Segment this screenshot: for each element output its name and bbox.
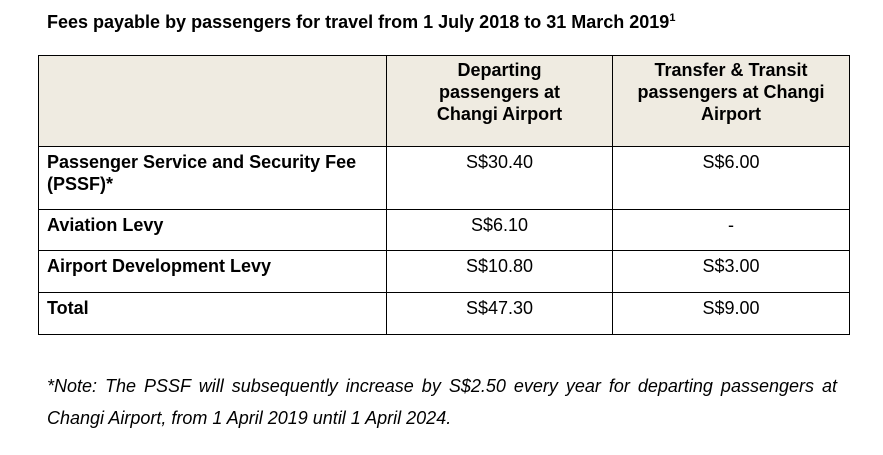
table-row: Aviation Levy S$6.10 - xyxy=(38,209,850,251)
cell-transfer: S$9.00 xyxy=(612,292,850,335)
cell-departing: S$6.10 xyxy=(386,209,613,251)
page-title: Fees payable by passengers for travel fr… xyxy=(47,12,675,33)
title-text: Fees payable by passengers for travel fr… xyxy=(47,12,670,32)
column-header-transfer-text: Transfer & Transit passengers at Changi … xyxy=(637,60,825,124)
row-label: Total xyxy=(38,292,387,335)
cell-departing: S$10.80 xyxy=(386,250,613,293)
column-header-empty xyxy=(38,55,387,147)
cell-departing: S$47.30 xyxy=(386,292,613,335)
column-header-departing-text: Departing passengers at Changi Airport xyxy=(436,60,563,124)
title-footnote-marker: 1 xyxy=(669,12,676,24)
table-row: Airport Development Levy S$10.80 S$3.00 xyxy=(38,250,850,293)
footnote: *Note: The PSSF will subsequently increa… xyxy=(47,376,837,428)
row-label: Passenger Service and Security Fee (PSSF… xyxy=(38,146,387,210)
cell-departing: S$30.40 xyxy=(386,146,613,210)
table-row: Total S$47.30 S$9.00 xyxy=(38,292,850,335)
cell-transfer: - xyxy=(612,209,850,251)
row-label-text: Passenger Service and Security Fee (PSSF… xyxy=(47,152,357,194)
cell-transfer: S$3.00 xyxy=(612,250,850,293)
column-header-transfer: Transfer & Transit passengers at Changi … xyxy=(612,55,850,147)
row-label: Airport Development Levy xyxy=(38,250,387,293)
fees-table: Departing passengers at Changi Airport T… xyxy=(38,55,850,335)
table-header-row: Departing passengers at Changi Airport T… xyxy=(38,55,850,147)
column-header-departing: Departing passengers at Changi Airport xyxy=(386,55,613,147)
table-row: Passenger Service and Security Fee (PSSF… xyxy=(38,146,850,210)
cell-transfer: S$6.00 xyxy=(612,146,850,210)
row-label: Aviation Levy xyxy=(38,209,387,251)
